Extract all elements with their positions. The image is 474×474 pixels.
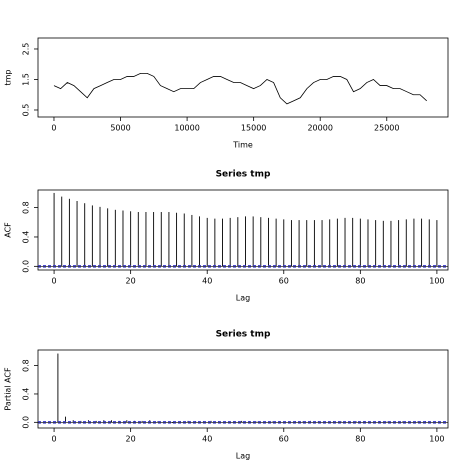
y-tick-label: 0.4 <box>22 231 31 244</box>
x-tick-label: 80 <box>355 277 365 286</box>
x-tick-label: 20 <box>126 435 136 444</box>
y-tick-label: 0.8 <box>22 201 31 214</box>
x-axis-label: Time <box>232 141 253 150</box>
x-tick-label: 40 <box>202 277 212 286</box>
y-tick-label: 0.5 <box>22 104 31 117</box>
x-tick-label: 60 <box>279 435 289 444</box>
y-axis-label: ACF <box>4 222 13 238</box>
x-tick-label: 0 <box>51 124 56 133</box>
plot-frame <box>37 37 449 118</box>
panel-title: Series tmp <box>216 170 271 180</box>
x-tick-label: 80 <box>355 435 365 444</box>
x-tick-label: 20000 <box>307 124 332 133</box>
x-tick-label: 25000 <box>374 124 399 133</box>
x-tick-label: 0 <box>52 277 57 286</box>
y-tick-label: 0.4 <box>22 388 31 401</box>
y-tick-label: 2.5 <box>22 43 31 56</box>
plot-frame <box>37 349 449 429</box>
panel-title: Series tmp <box>216 330 271 340</box>
y-axis-label: tmp <box>4 69 13 85</box>
y-tick-label: 1.5 <box>22 73 31 86</box>
x-tick-label: 15000 <box>241 124 266 133</box>
y-tick-label: 0.8 <box>22 359 31 372</box>
x-axis-label: Lag <box>236 452 250 461</box>
x-tick-label: 5000 <box>110 124 130 133</box>
y-tick-label: 0.0 <box>22 260 31 273</box>
y-axis-label: Partial ACF <box>4 367 13 411</box>
x-tick-label: 10000 <box>174 124 199 133</box>
plot-frame <box>37 189 449 271</box>
series-line <box>53 72 427 105</box>
x-axis-label: Lag <box>236 294 250 303</box>
x-tick-label: 60 <box>279 277 289 286</box>
x-tick-label: 100 <box>429 435 444 444</box>
x-tick-label: 0 <box>52 435 57 444</box>
y-tick-label: 0.0 <box>22 416 31 429</box>
x-tick-label: 40 <box>202 435 212 444</box>
x-tick-label: 20 <box>126 277 136 286</box>
x-tick-label: 100 <box>429 277 444 286</box>
